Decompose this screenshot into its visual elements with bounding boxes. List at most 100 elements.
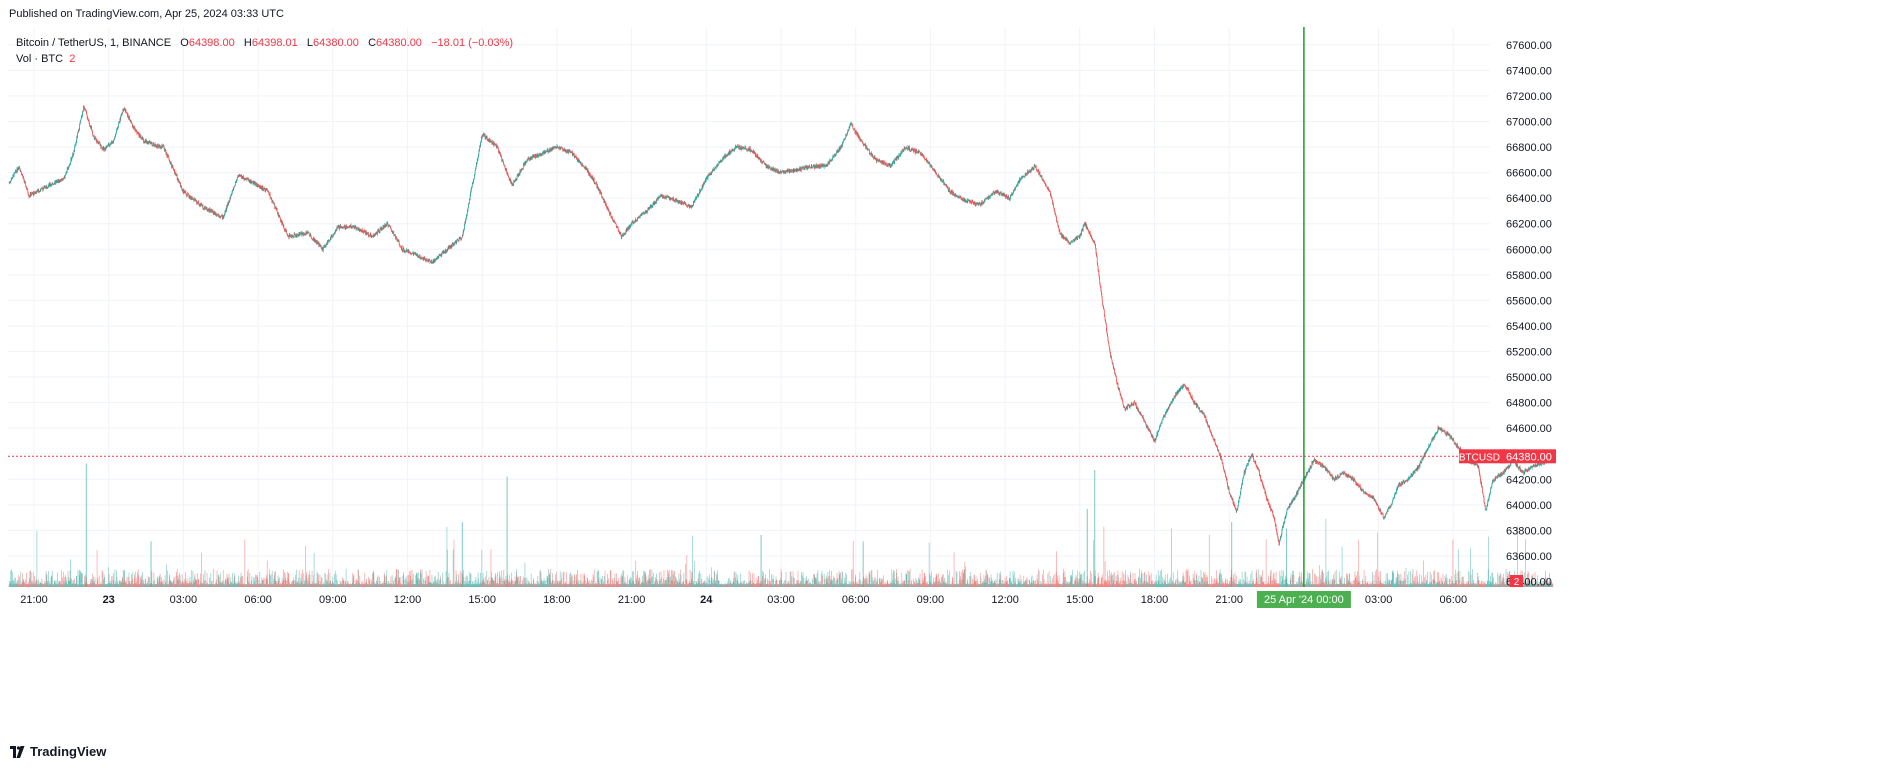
volume-bar xyxy=(136,572,138,587)
volume-bar xyxy=(1135,584,1137,587)
candle-body xyxy=(41,187,43,189)
volume-bar xyxy=(1157,570,1159,587)
volume-bar xyxy=(579,584,581,587)
volume-bar xyxy=(1330,583,1332,587)
volume-bar xyxy=(652,576,653,587)
volume-bar xyxy=(1383,584,1384,587)
volume-bar xyxy=(68,581,70,587)
volume-bar xyxy=(1132,584,1134,587)
volume-bar xyxy=(1356,579,1358,587)
volume-bar xyxy=(1530,584,1532,587)
candlestick-chart[interactable]: 63400.0063600.0063800.0064000.0064200.00… xyxy=(8,27,1868,740)
volume-bar xyxy=(456,582,458,587)
volume-bar xyxy=(1203,583,1205,587)
volume-bar xyxy=(1283,570,1284,587)
volume-bar xyxy=(278,580,279,587)
volume-bar xyxy=(127,583,129,587)
candle-body xyxy=(161,145,163,148)
candle-body xyxy=(178,179,180,183)
volume-bar xyxy=(400,584,402,587)
volume-bar xyxy=(480,572,481,587)
volume-bar xyxy=(787,581,789,587)
volume-bar xyxy=(979,584,981,587)
volume-bar xyxy=(1509,571,1511,587)
volume-bar xyxy=(676,583,677,587)
volume-bar xyxy=(476,584,478,587)
volume-bar xyxy=(1549,572,1550,587)
volume-bar xyxy=(658,584,660,587)
volume-bar xyxy=(1196,573,1198,587)
volume-bar xyxy=(105,583,107,587)
volume-bar xyxy=(992,583,994,587)
volume-bar xyxy=(819,584,821,587)
volume-bar xyxy=(633,571,635,587)
chart-frame[interactable]: 63400.00 63600.00 63800.00 64000.00 64200.00… xyxy=(8,27,1868,740)
volume-bar xyxy=(556,584,558,587)
volume-bar xyxy=(1484,583,1486,587)
volume-bar xyxy=(318,581,320,587)
volume-spike xyxy=(150,541,152,587)
volume-bar xyxy=(555,584,557,587)
volume-bar xyxy=(1451,582,1452,587)
volume-bar xyxy=(283,569,284,587)
volume-bar xyxy=(793,584,795,587)
volume-bar xyxy=(56,584,58,587)
volume-bar xyxy=(347,582,349,587)
volume-bar xyxy=(359,583,360,587)
candle-body xyxy=(145,139,146,142)
volume-bar xyxy=(234,575,236,587)
volume-bar xyxy=(405,584,407,587)
volume-bar xyxy=(266,577,267,587)
volume-bar xyxy=(788,580,790,587)
volume-bar xyxy=(382,584,384,587)
volume-bar xyxy=(568,584,569,587)
volume-bar xyxy=(585,580,586,587)
candle-body xyxy=(110,143,112,144)
volume-bar xyxy=(1075,575,1077,587)
candle-body xyxy=(150,142,152,144)
candle-body xyxy=(223,216,225,219)
volume-bar xyxy=(136,577,138,587)
volume-bar xyxy=(987,574,989,587)
volume-bar xyxy=(1549,581,1551,587)
volume-bar xyxy=(698,581,700,587)
candle-body xyxy=(122,113,123,114)
volume-bar xyxy=(716,575,718,587)
volume-bar xyxy=(8,584,10,587)
candle-body xyxy=(241,176,243,179)
candle-body xyxy=(63,176,65,179)
volume-bar xyxy=(990,574,992,587)
volume-bar xyxy=(947,584,949,587)
volume-bar xyxy=(1284,579,1286,587)
volume-bar xyxy=(1424,576,1426,587)
candle-body xyxy=(133,127,134,129)
volume-bar xyxy=(470,573,471,587)
volume-bar xyxy=(1010,581,1012,587)
volume-bar xyxy=(1476,584,1477,587)
volume-bar xyxy=(61,584,63,587)
volume-bar xyxy=(990,581,991,587)
volume-bar xyxy=(256,575,257,587)
volume-bar xyxy=(627,584,629,587)
volume-bar xyxy=(1093,584,1095,587)
volume-bar xyxy=(1452,580,1453,587)
volume-bar xyxy=(1430,582,1432,587)
volume-bar xyxy=(30,572,32,587)
volume-bar xyxy=(1224,584,1225,587)
volume-bar xyxy=(313,574,315,587)
volume-bar xyxy=(821,584,823,587)
volume-bar xyxy=(281,577,283,587)
volume-bar xyxy=(154,584,156,587)
volume-bar xyxy=(859,579,861,587)
volume-bar xyxy=(622,575,623,587)
volume-bar xyxy=(22,578,24,587)
candle-body xyxy=(167,155,169,157)
volume-bar xyxy=(496,583,498,587)
candle-body xyxy=(192,197,193,200)
volume-bar xyxy=(310,584,312,587)
volume-bar xyxy=(1552,584,1554,587)
volume-bar xyxy=(639,578,641,587)
volume-bar xyxy=(802,571,804,587)
volume-bar xyxy=(684,584,686,587)
volume-bar xyxy=(1352,584,1354,587)
